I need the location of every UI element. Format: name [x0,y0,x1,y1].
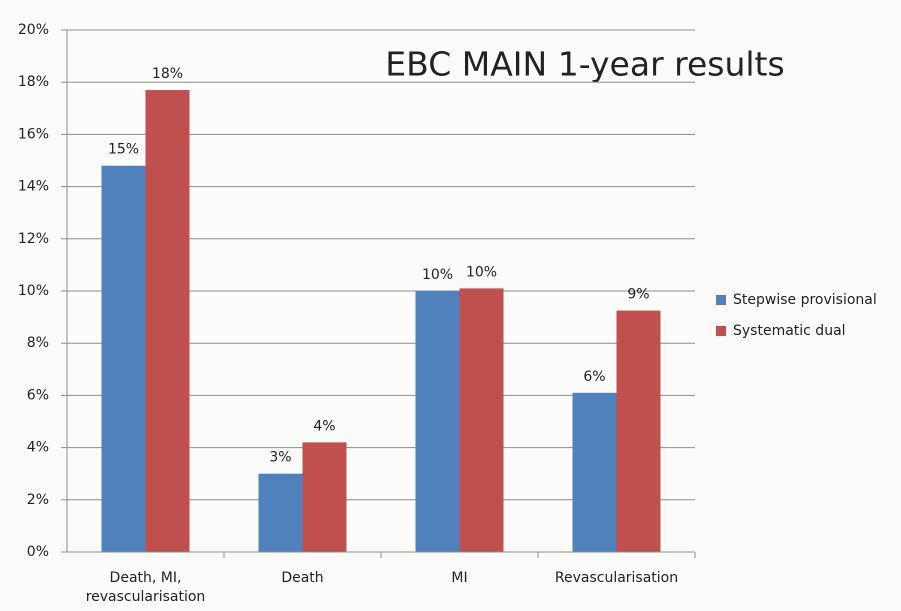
legend-swatch [716,295,726,305]
y-tick-label: 14% [18,179,49,195]
bar [459,288,504,552]
y-tick-label: 16% [18,126,49,142]
bar [258,473,303,552]
y-tick-label: 12% [18,231,49,247]
bar [101,165,146,552]
x-tick-label: Death [281,570,324,586]
value-label: 10% [466,264,497,280]
y-tick-label: 6% [27,387,49,403]
bar [616,310,661,552]
y-tick-label: 2% [27,492,49,508]
y-tick-label: 4% [27,440,49,456]
value-label: 4% [313,418,335,434]
x-tick-label: Death, MI, revascularisation [85,570,206,605]
bar [302,442,347,552]
legend-label: Stepwise provisional [733,292,877,308]
bar [145,90,190,552]
value-label: 6% [583,369,605,385]
y-tick-label: 10% [18,283,49,299]
y-tick-label: 20% [18,22,49,38]
value-label: 18% [152,66,183,82]
chart-title: EBC MAIN 1-year results [385,45,784,84]
y-tick-label: 0% [27,544,49,560]
x-tick-label: MI [451,570,468,586]
y-tick-label: 8% [27,335,49,351]
legend-swatch [716,326,726,336]
bar [572,392,617,552]
y-tick-label: 18% [18,74,49,90]
x-tick-label: Revascularisation [554,570,679,586]
value-label: 3% [269,450,291,466]
legend-label: Systematic dual [733,323,846,339]
value-label: 15% [108,142,139,158]
value-label: 10% [422,267,453,283]
value-label: 9% [627,287,649,303]
bar [415,291,460,552]
